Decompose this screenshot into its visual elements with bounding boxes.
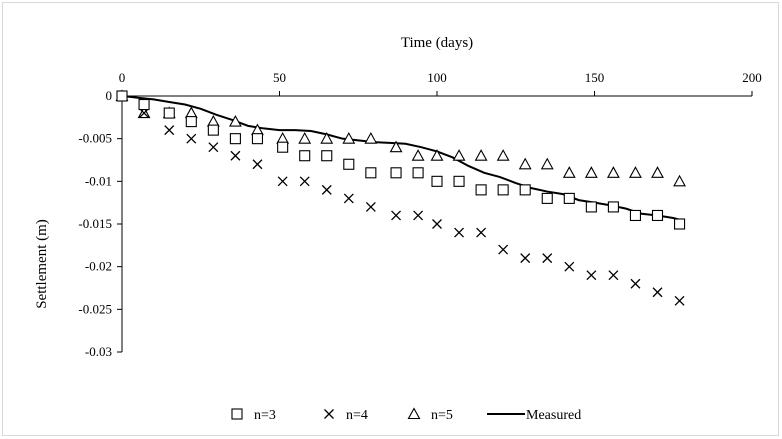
data-point-x (520, 253, 531, 264)
data-point-square (519, 184, 531, 196)
data-point-square (116, 90, 128, 102)
data-point-square (563, 192, 575, 204)
data-point-square (453, 175, 465, 187)
data-point-triangle (629, 166, 642, 178)
x-tick-label: 0 (119, 70, 126, 85)
data-point-square (251, 133, 263, 145)
data-point-x (586, 270, 597, 281)
y-tick-label: -0.02 (85, 259, 112, 274)
data-point-square (365, 167, 377, 179)
x-tick-label: 150 (585, 70, 605, 85)
data-point-triangle (411, 149, 425, 161)
legend: n=3 n=4 n=5 Measured (231, 407, 581, 423)
data-point-triangle (496, 149, 510, 161)
legend-marker-square (231, 408, 243, 420)
y-ticks: 0 -0.005 -0.01 -0.015 -0.02 -0.025 -0.03 (78, 88, 122, 359)
data-point-x (277, 176, 288, 187)
data-point-square (651, 209, 664, 222)
data-point-triangle (540, 157, 554, 170)
data-point-square (138, 98, 150, 111)
data-point-triangle (389, 140, 403, 153)
data-point-square (277, 141, 289, 153)
data-point-x (454, 227, 465, 238)
data-point-x (208, 142, 219, 153)
legend-label: Measured (526, 408, 581, 423)
data-point-square (390, 167, 402, 179)
data-point-square (629, 209, 642, 222)
data-point-square (607, 201, 619, 213)
data-point-x (432, 219, 442, 229)
y-tick-label: -0.01 (85, 173, 112, 188)
data-point-x (365, 201, 376, 212)
x-tick-label: 50 (273, 70, 286, 85)
data-point-triangle (228, 114, 242, 127)
data-point-x (652, 287, 663, 298)
data-point-square (412, 167, 424, 179)
data-point-square (163, 107, 175, 119)
data-point-triangle (673, 174, 686, 187)
y-tick-label: -0.03 (85, 344, 112, 359)
data-point-triangle (651, 166, 664, 178)
data-point-triangle (452, 149, 466, 161)
data-point-x (413, 210, 424, 221)
data-point-x (230, 150, 241, 161)
data-point-square (299, 150, 311, 162)
data-point-square (475, 184, 487, 196)
data-point-square (229, 133, 241, 145)
data-point-triangle (430, 149, 444, 161)
data-point-triangle (562, 166, 576, 178)
series-square (116, 90, 686, 230)
y-axis-title: Settlement (m) (34, 219, 50, 309)
data-point-x (542, 253, 553, 264)
legend-label: n=4 (346, 408, 368, 423)
data-point-x (608, 270, 619, 281)
data-point-square (497, 184, 509, 196)
legend-label: n=3 (254, 408, 276, 423)
legend-label: n=5 (431, 408, 453, 423)
data-point-triangle (320, 132, 334, 144)
data-point-square (541, 192, 553, 204)
data-point-square (185, 116, 197, 128)
data-point-x (343, 193, 354, 204)
data-point-square (585, 201, 597, 213)
data-point-square (321, 150, 333, 162)
x-ticks: 0 50 100 150 200 (119, 70, 762, 96)
data-point-triangle (518, 157, 532, 170)
data-point-square (207, 124, 219, 136)
data-point-triangle (364, 132, 378, 144)
x-tick-label: 100 (427, 70, 447, 85)
data-point-triangle (342, 132, 356, 144)
data-point-x (630, 278, 641, 289)
data-point-square (673, 218, 686, 230)
y-tick-label: -0.005 (78, 131, 112, 146)
data-point-square (431, 175, 443, 187)
x-axis-title: Time (days) (401, 35, 473, 51)
data-point-square (343, 158, 355, 170)
series-x (117, 91, 685, 306)
series-line-measured (121, 95, 680, 221)
legend-marker-x (324, 409, 334, 419)
legend-marker-triangle (407, 407, 421, 420)
plot-area (115, 89, 686, 306)
y-tick-label: 0 (106, 88, 113, 103)
data-point-triangle (584, 166, 598, 178)
data-point-x (476, 227, 487, 238)
data-point-triangle (474, 149, 488, 161)
data-point-x (186, 133, 197, 144)
data-point-triangle (298, 132, 312, 144)
y-tick-label: -0.025 (78, 301, 112, 316)
data-point-x (164, 125, 175, 136)
data-point-x (564, 261, 575, 272)
data-point-x (299, 176, 310, 187)
x-tick-label: 200 (742, 70, 762, 85)
data-point-triangle (606, 166, 620, 178)
y-tick-label: -0.015 (78, 216, 112, 231)
data-point-x (252, 159, 263, 170)
data-point-x (391, 210, 402, 221)
data-point-x (498, 244, 509, 255)
data-point-x (674, 295, 685, 306)
data-point-x (321, 184, 332, 195)
